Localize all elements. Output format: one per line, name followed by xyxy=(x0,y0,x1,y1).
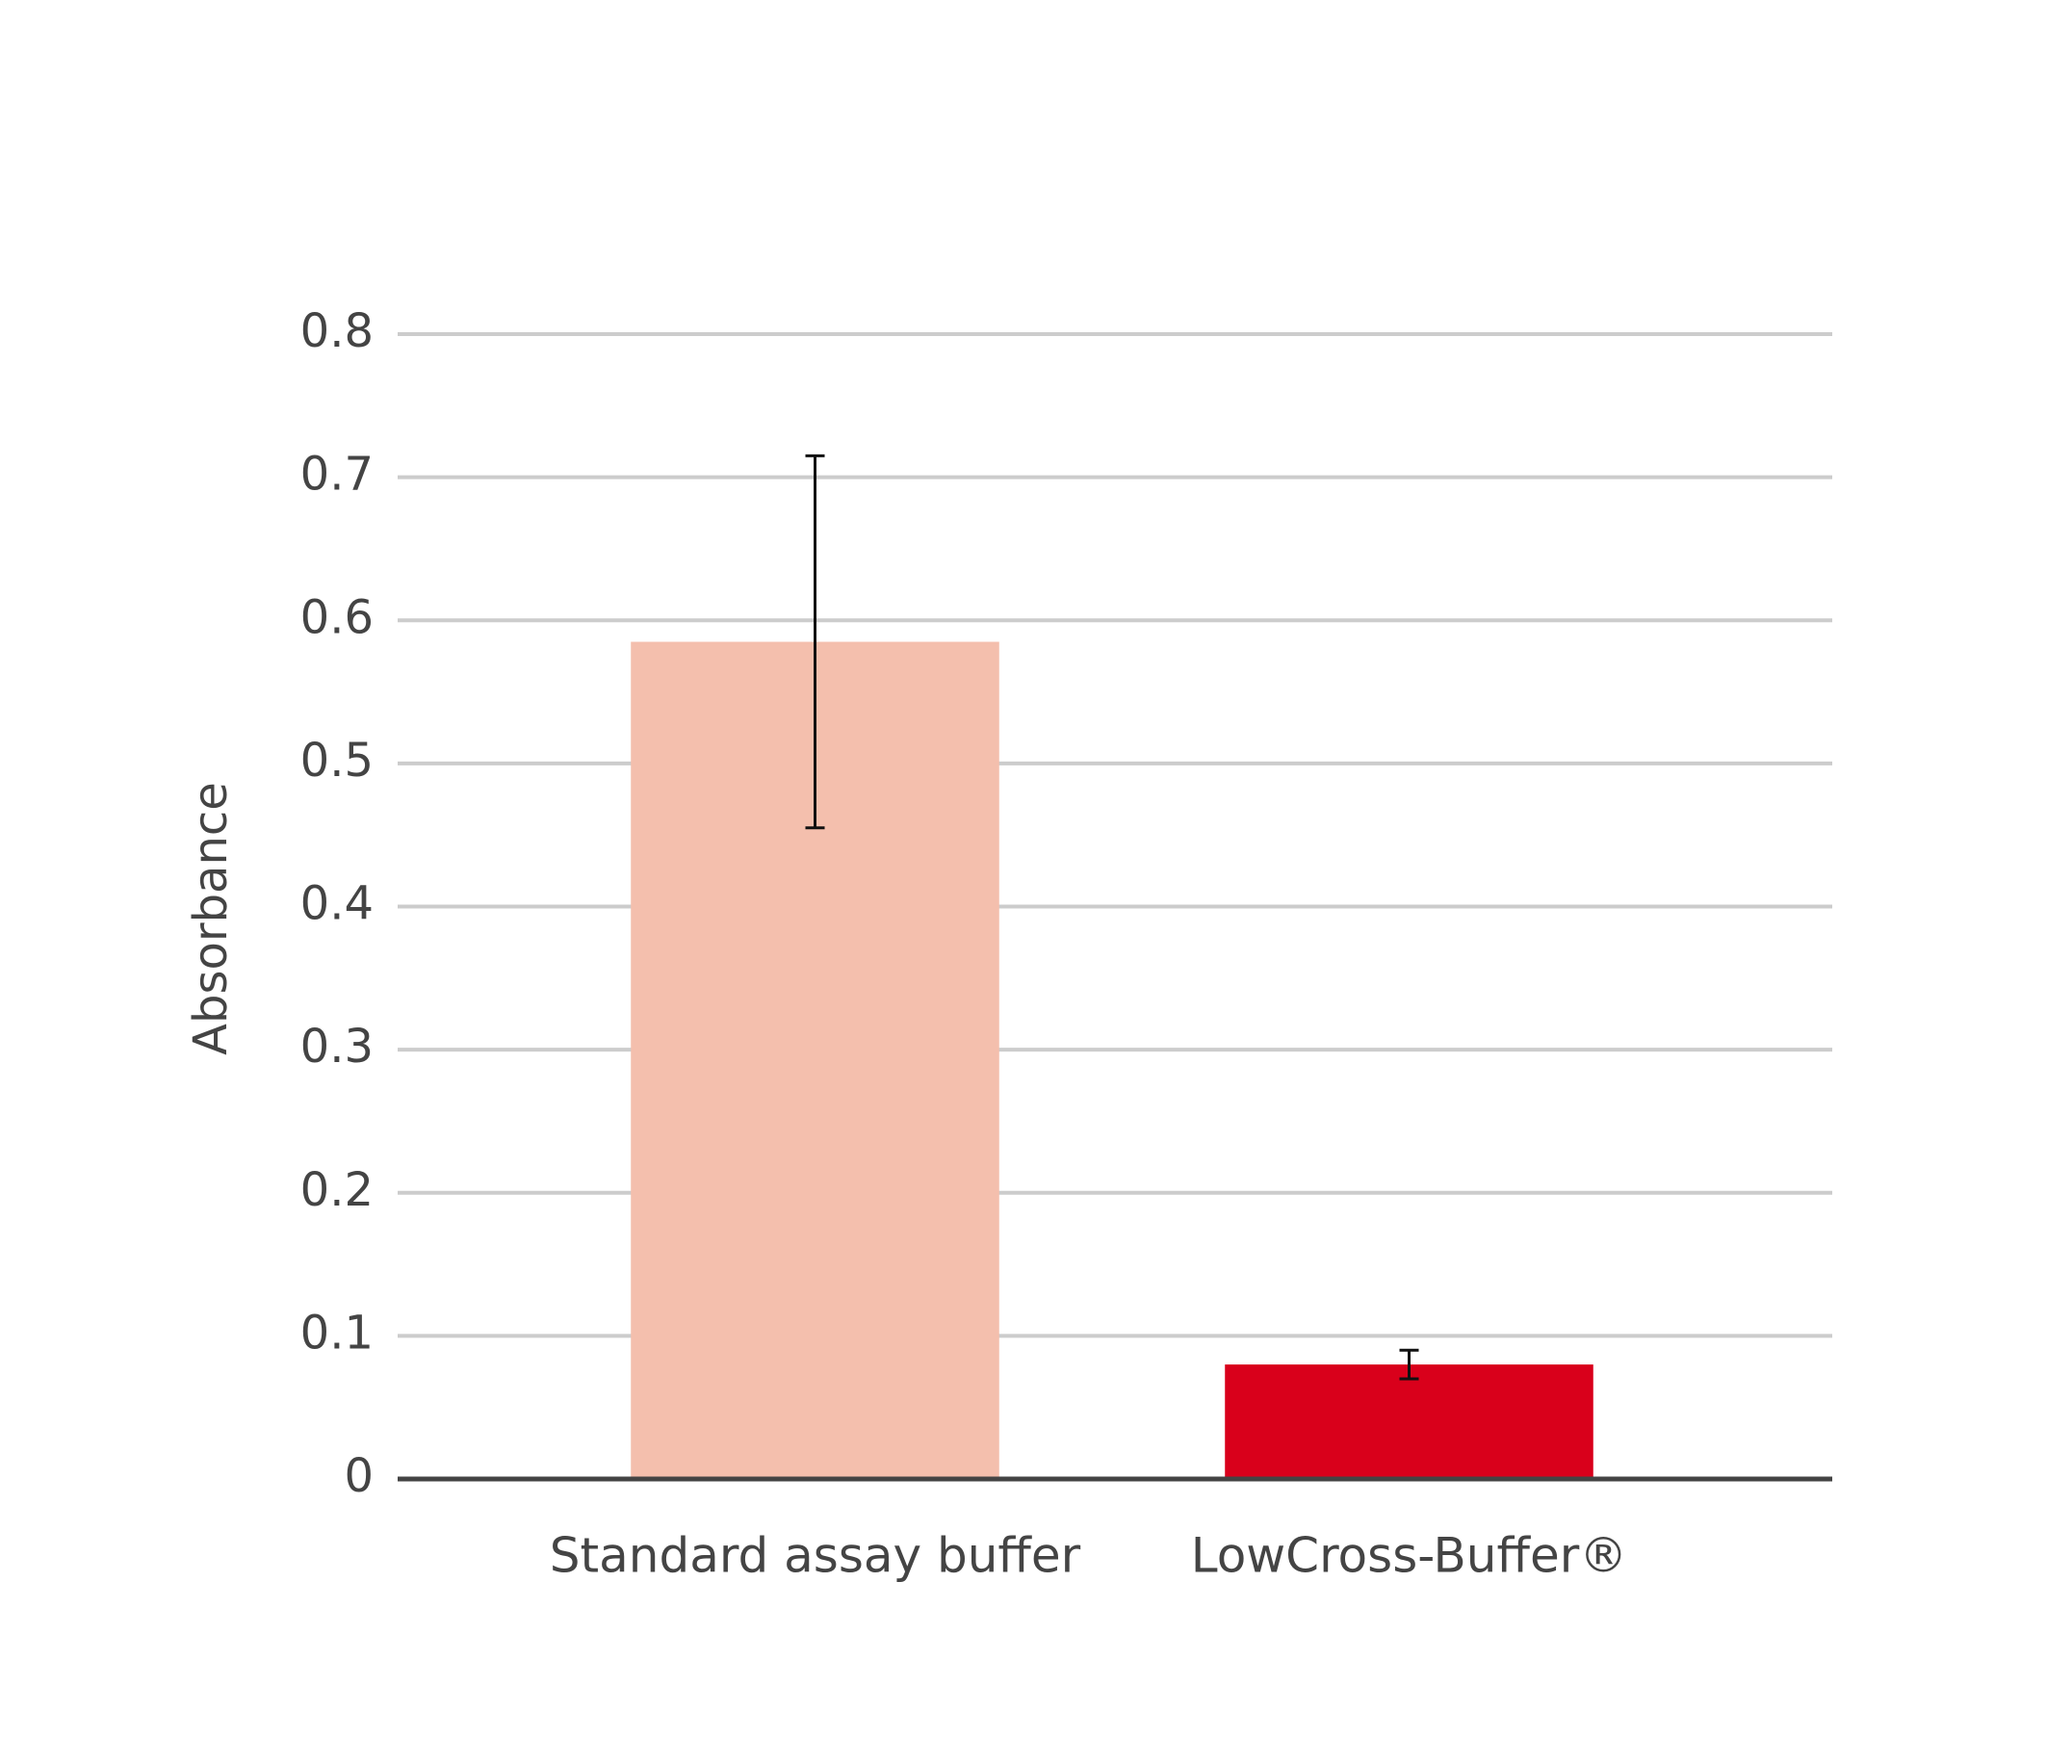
y-tick-label: 0.2 xyxy=(300,1163,374,1217)
x-tick-label: LowCross-Buffer® xyxy=(1191,1528,1628,1584)
y-tick-label: 0.8 xyxy=(300,304,374,358)
x-tick-label: Standard assay buffer xyxy=(550,1528,1081,1584)
bar xyxy=(1225,1364,1593,1479)
y-tick-label: 0.7 xyxy=(300,448,374,502)
y-tick-label: 0.5 xyxy=(300,734,374,788)
y-tick-label: 0 xyxy=(344,1449,374,1503)
y-tick-label: 0.1 xyxy=(300,1306,374,1360)
y-tick-label: 0.4 xyxy=(300,877,374,931)
y-tick-label: 0.6 xyxy=(300,590,374,644)
y-axis-title: Absorbance xyxy=(184,782,238,1055)
y-tick-label: 0.3 xyxy=(300,1020,374,1074)
